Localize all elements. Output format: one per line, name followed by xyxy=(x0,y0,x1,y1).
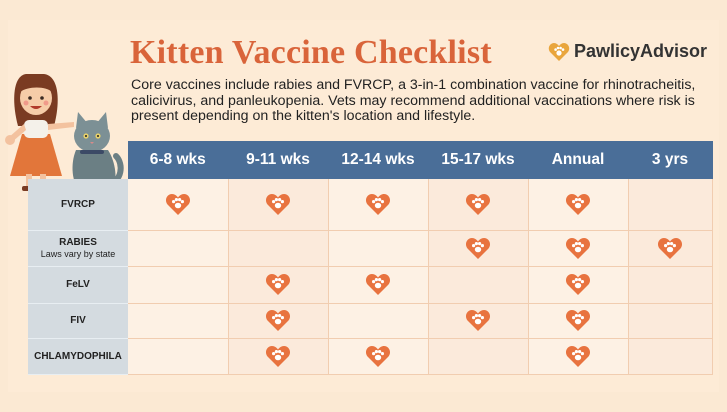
schedule-cell xyxy=(528,303,629,339)
schedule-cell xyxy=(628,230,713,267)
paw-heart-icon xyxy=(365,274,391,295)
schedule-cell xyxy=(228,338,329,375)
paw-heart-icon xyxy=(365,345,391,367)
table-row: CHLAMYDOPHILA xyxy=(28,338,713,375)
vaccine-label: RABIES Laws vary by state xyxy=(28,230,128,267)
paw-heart-icon xyxy=(565,274,591,295)
schedule-cell xyxy=(428,179,529,231)
schedule-cell xyxy=(228,179,329,231)
paw-heart-icon xyxy=(565,310,591,331)
vaccine-note: Laws vary by state xyxy=(40,249,116,259)
schedule-cell xyxy=(428,266,529,304)
schedule-cell xyxy=(128,266,229,304)
paw-heart-icon xyxy=(465,310,491,331)
schedule-cell xyxy=(328,303,429,339)
schedule-cell xyxy=(328,338,429,375)
column-header: 12-14 wks xyxy=(328,141,429,179)
paw-heart-icon xyxy=(657,237,683,259)
paw-heart-icon xyxy=(565,193,591,215)
schedule-cell xyxy=(328,230,429,267)
intro-text: Core vaccines include rabies and FVRCP, … xyxy=(131,77,696,124)
schedule-cell xyxy=(128,179,229,231)
schedule-cell xyxy=(428,303,529,339)
column-header: 6-8 wks xyxy=(128,141,229,179)
column-header: Annual xyxy=(528,141,629,179)
vaccine-name: FVRCP xyxy=(61,198,95,210)
column-header: 9-11 wks xyxy=(228,141,329,179)
paw-heart-icon xyxy=(265,193,291,215)
schedule-cell xyxy=(228,266,329,304)
vaccine-name: FIV xyxy=(70,315,86,326)
schedule-cell xyxy=(628,338,713,375)
vaccine-name: CHLAMYDOPHILA xyxy=(34,350,122,362)
paw-heart-icon xyxy=(465,237,491,259)
paw-heart-icon xyxy=(265,274,291,295)
page-title: Kitten Vaccine Checklist xyxy=(130,34,492,71)
table-row: FIV xyxy=(28,303,713,339)
vaccine-schedule-table: 6-8 wks 9-11 wks 12-14 wks 15-17 wks Ann… xyxy=(28,141,713,375)
paw-heart-icon xyxy=(365,193,391,215)
schedule-cell xyxy=(228,303,329,339)
table-row: FVRCP xyxy=(28,179,713,231)
table-row: RABIES Laws vary by state xyxy=(28,230,713,267)
paw-heart-icon xyxy=(265,310,291,331)
schedule-cell xyxy=(128,303,229,339)
vaccine-label: FIV xyxy=(28,303,128,339)
paw-heart-icon xyxy=(565,345,591,367)
paw-heart-icon xyxy=(265,345,291,367)
schedule-cell xyxy=(528,266,629,304)
table-header-row: 6-8 wks 9-11 wks 12-14 wks 15-17 wks Ann… xyxy=(28,141,713,179)
column-header: 3 yrs xyxy=(628,141,713,179)
paw-heart-icon xyxy=(165,193,190,215)
vaccine-name: FeLV xyxy=(66,279,90,290)
schedule-cell xyxy=(128,230,229,267)
vaccine-label: FVRCP xyxy=(28,179,128,231)
schedule-cell xyxy=(628,303,713,339)
schedule-cell xyxy=(428,230,529,267)
schedule-cell xyxy=(228,230,329,267)
header-corner xyxy=(28,141,128,179)
schedule-cell xyxy=(628,266,713,304)
paw-heart-icon xyxy=(548,42,570,61)
brand-logo: PawlicyAdvisor xyxy=(548,41,707,62)
schedule-cell xyxy=(328,266,429,304)
paw-heart-icon xyxy=(465,193,491,215)
schedule-cell xyxy=(328,179,429,231)
vaccine-name: RABIES xyxy=(59,237,97,248)
schedule-cell xyxy=(528,230,629,267)
schedule-cell xyxy=(528,179,629,231)
paw-heart-icon xyxy=(565,237,591,259)
vaccine-label: FeLV xyxy=(28,266,128,304)
schedule-cell xyxy=(528,338,629,375)
brand-name: PawlicyAdvisor xyxy=(574,41,708,61)
schedule-cell xyxy=(628,179,713,231)
schedule-cell xyxy=(128,338,229,375)
table-row: FeLV xyxy=(28,266,713,304)
vaccine-label: CHLAMYDOPHILA xyxy=(28,338,128,375)
schedule-cell xyxy=(428,338,529,375)
column-header: 15-17 wks xyxy=(428,141,529,179)
